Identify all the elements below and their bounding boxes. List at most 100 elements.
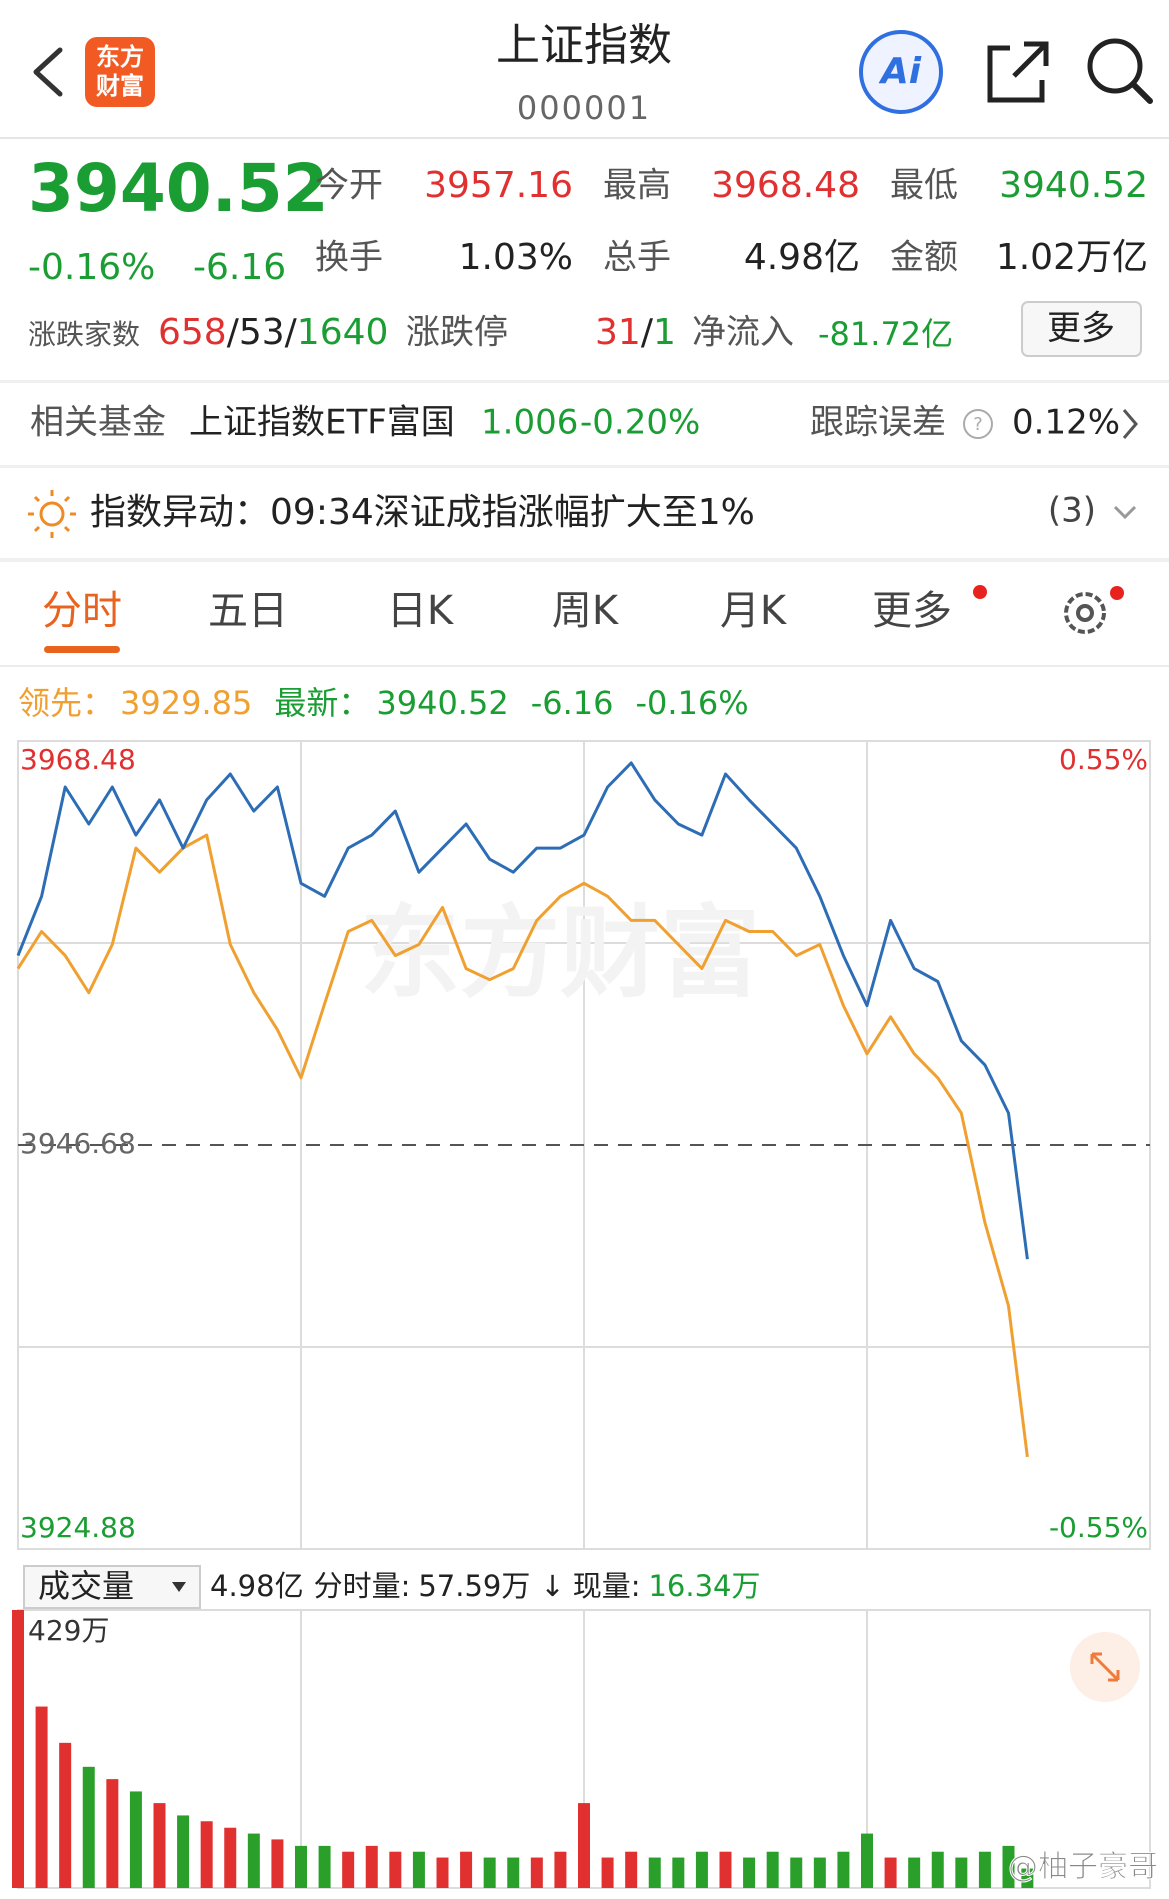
volume-bar [719,1851,732,1888]
share-button[interactable] [987,41,1049,103]
fund-name[interactable]: 上证指数ETF富国 [189,403,455,443]
volume-bar [1021,1868,1034,1888]
fund-change: -0.20% [580,403,700,443]
intraday-chart: 3968.48 3946.68 3924.88 0.55% -0.55% [16,740,1150,1550]
volume-bar [436,1857,449,1888]
tab[interactable]: 五日 [208,588,288,634]
volume-total: 4.98亿 [210,1569,304,1603]
series-line [16,761,1029,1260]
back-button[interactable] [33,47,63,97]
field-value: 3940.52 [999,165,1148,206]
volume-bar [35,1706,48,1888]
divider [0,380,1169,383]
field-value: 4.98亿 [744,237,860,278]
legend-latest-pct: -0.16% [635,684,748,722]
tab-bar: 分时 五日 日K 周K 月K 更多 [42,588,952,653]
tab[interactable]: 月K [720,588,788,634]
volume-bar [790,1857,803,1888]
field-value: 3957.16 [424,165,573,206]
net-inflow-value: -81.72亿 [818,315,953,353]
breadth-label: 涨跌家数 [28,318,140,351]
y2-tick-label: -0.55% [1049,1511,1148,1544]
field-value: 1.03% [459,237,573,278]
change-pct: -0.16% [28,247,155,288]
help-icon[interactable] [963,409,993,439]
y-tick-label: 3968.48 [20,743,136,776]
volume-bar [412,1851,425,1888]
breadth-up: 658 [158,312,227,353]
legend: 领先： 3929.85 最新： 3940.52 -6.16 -0.16% [18,684,749,722]
limit-down: 1 [653,312,676,353]
volume-bar [224,1827,237,1888]
expand-icon [1090,1652,1120,1682]
tracking-label: 跟踪误差 [810,403,946,443]
page-title: 上证指数 [496,20,672,71]
alert-label: 指数异动： [90,492,270,533]
badge-dot [1110,586,1124,600]
tab[interactable]: 日K [387,588,455,634]
settings-button[interactable] [1064,592,1106,634]
volume-bar [601,1857,614,1888]
legend-lead-label: 领先： [18,684,114,722]
limit: 31/1 [595,312,676,353]
logo-text: 东方 [96,43,144,71]
watermark: 东方财富 [360,894,760,1011]
search-button[interactable] [1087,38,1143,94]
volume-chart: 429万 [12,1609,1150,1888]
tab[interactable]: 周K [552,588,620,634]
divider [0,465,1169,468]
indicator-selector[interactable] [23,1565,201,1609]
ai-label: Ai [878,51,922,92]
fund-price: 1.006 [481,403,578,443]
series-line [16,833,1029,1458]
volume-bar [12,1610,24,1888]
chevron-right[interactable] [1122,409,1138,439]
volume-bar [908,1857,921,1888]
volume-bar [931,1851,944,1888]
tab[interactable]: 更多 [872,588,952,634]
volume-bar [177,1815,190,1888]
volume-bar [507,1857,520,1888]
field-label: 换手 [315,238,383,278]
volume-bar [483,1857,496,1888]
volume-bar [389,1851,402,1888]
legend-lead-value: 3929.85 [120,684,252,722]
field-value: 3968.48 [711,165,860,206]
tab[interactable]: 分时 [42,588,122,634]
field-label: 今开 [315,166,383,206]
volume-bar [625,1851,638,1888]
y-tick-label: 429万 [28,1614,109,1647]
minute-volume-label: 分时量: [314,1569,411,1603]
breadth-flat: /53/ [227,312,298,353]
stock-code: 000001 [517,89,651,127]
volume-bar [271,1839,284,1888]
field-value: 1.02万亿 [996,237,1148,278]
volume-bar [648,1857,661,1888]
alert-count: (3) [1048,491,1096,531]
divider [0,558,1169,562]
limit-sep: / [641,312,654,353]
volume-bar [554,1851,567,1888]
ai-button[interactable] [859,30,943,114]
fund-label[interactable]: 相关基金 [30,403,166,443]
field-label: 最低 [890,166,958,206]
breadth: 658/53/1640 [158,312,388,353]
more-button-label: 更多 [1047,309,1115,349]
volume-bar [955,1857,968,1888]
volume-bar [695,1851,708,1888]
alert[interactable]: 指数异动：09:34深证成指涨幅扩大至1% [90,492,755,533]
volume-bar [153,1803,166,1888]
volume-bar [672,1857,685,1888]
volume-bar [129,1791,142,1888]
field-label: 总手 [603,238,671,278]
chevron-down[interactable] [1113,505,1137,520]
y-tick-label: 3946.68 [20,1127,136,1160]
volume-bar [743,1857,756,1888]
tracking-value: 0.12% [1012,403,1120,443]
volume-bar [200,1821,213,1888]
volume-bar [106,1779,119,1888]
more-button[interactable] [1021,301,1142,357]
watermark: @柚子豪哥 [1008,1850,1158,1885]
